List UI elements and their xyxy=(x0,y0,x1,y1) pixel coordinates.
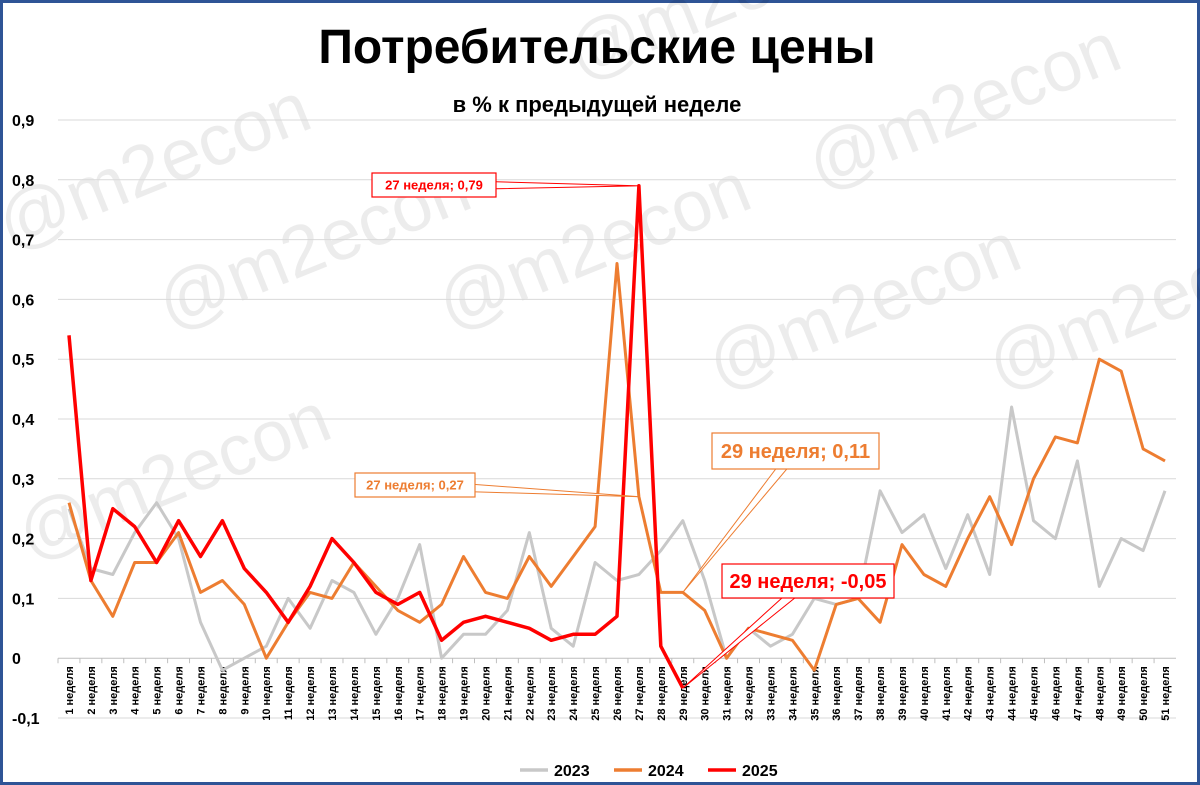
watermark-text: @m2econ xyxy=(6,377,341,575)
x-tick-label: 7 неделя xyxy=(195,666,207,714)
legend-label-2023: 2023 xyxy=(554,763,590,780)
legend-label-2024: 2024 xyxy=(648,763,684,780)
x-tick-label: 16 неделя xyxy=(393,666,405,721)
x-tick-label: 23 неделя xyxy=(546,666,558,721)
x-tick-label: 26 неделя xyxy=(612,666,624,721)
x-tick-label: 22 неделя xyxy=(524,666,536,721)
x-tick-label: 49 неделя xyxy=(1116,666,1128,721)
series-line-2023 xyxy=(67,405,1167,672)
watermark-layer: @m2econ@m2econ@m2econ@m2econ@m2econ@m2ec… xyxy=(0,0,1200,575)
annotation-layer: 27 неделя; 0,79 27 неделя; 0,27 29 неделя;… xyxy=(354,172,895,689)
x-tick-label: 34 неделя xyxy=(787,666,799,721)
x-tick-label: 47 неделя xyxy=(1072,666,1084,721)
grid-layer xyxy=(58,119,1176,719)
x-tick-label: 43 неделя xyxy=(985,666,997,721)
x-tick-label: 11 неделя xyxy=(283,666,295,720)
annotation-box xyxy=(371,172,497,198)
legend: 2023 2024 2025 xyxy=(520,763,778,780)
y-tick-label: 0,5 xyxy=(12,352,34,369)
y-tick-label: 0 xyxy=(12,651,21,668)
x-tick-label: 39 неделя xyxy=(897,666,909,721)
y-axis: -0,1 0 0,1 0,2 0,3 0,4 0,5 0,6 0,7 0,8 0,9 xyxy=(12,113,40,728)
y-tick-label: 0,6 xyxy=(12,292,34,309)
watermark-text: @m2econ xyxy=(696,207,1031,405)
x-tick-label: 4 неделя xyxy=(130,666,142,714)
x-tick-label: 19 неделя xyxy=(459,666,471,721)
x-tick-label: 17 неделя xyxy=(415,666,427,721)
x-tick-label: 5 неделя xyxy=(152,666,164,714)
annotation-box xyxy=(721,563,895,599)
x-tick-label: 48 неделя xyxy=(1094,666,1106,721)
annotation-label: 27 неделя; 0,79 xyxy=(385,178,483,193)
x-tick-label: 14 неделя xyxy=(349,666,361,721)
x-tick-label: 46 неделя xyxy=(1050,666,1062,721)
series-line-2025 xyxy=(67,184,685,689)
x-tick-label: 31 неделя xyxy=(722,666,734,721)
annotation-label: 27 неделя; 0,27 xyxy=(366,478,464,493)
y-tick-label: -0,1 xyxy=(12,711,40,728)
series-layer xyxy=(67,184,1167,689)
x-tick-label: 32 неделя xyxy=(744,666,756,721)
y-tick-label: 0,3 xyxy=(12,472,34,489)
x-tick-label: 21 неделя xyxy=(502,666,514,721)
y-tick-label: 0,7 xyxy=(12,233,34,250)
x-tick-label: 38 неделя xyxy=(875,666,887,721)
series-line-2024 xyxy=(67,262,1166,672)
y-tick-label: 0,8 xyxy=(12,173,34,190)
x-tick-label: 44 неделя xyxy=(1007,666,1019,721)
legend-label-2025: 2025 xyxy=(742,763,778,780)
x-tick-label: 35 неделя xyxy=(809,666,821,721)
x-tick-label: 2 неделя xyxy=(86,666,98,714)
annotation-box xyxy=(354,472,476,498)
x-tick-label: 37 неделя xyxy=(853,666,865,721)
watermark-text: @m2econ xyxy=(556,0,891,95)
x-tick-label: 30 неделя xyxy=(700,666,712,721)
x-tick-label: 18 неделя xyxy=(437,666,449,721)
x-tick-label: 40 неделя xyxy=(919,666,931,721)
x-tick-label: 42 неделя xyxy=(963,666,975,721)
watermark-text: @m2econ xyxy=(796,7,1131,205)
x-tick-label: 45 неделя xyxy=(1029,666,1041,721)
x-tick-label: 12 неделя xyxy=(305,666,317,721)
x-tick-label: 9 неделя xyxy=(239,666,251,714)
x-tick-label: 29 неделя xyxy=(678,666,690,721)
x-tick-label: 41 неделя xyxy=(941,666,953,721)
x-tick-label: 50 неделя xyxy=(1138,666,1150,721)
chart-title: Потребительские цены xyxy=(318,21,876,74)
x-tick-label: 15 неделя xyxy=(371,666,383,721)
x-axis: 1 неделя 2 неделя 3 неделя 4 неделя 5 неделя… xyxy=(57,658,1172,721)
x-tick-label: 27 неделя xyxy=(634,666,646,721)
annotation-label: 29 неделя; -0,05 xyxy=(729,571,886,593)
x-tick-label: 8 неделя xyxy=(217,666,229,714)
x-tick-label: 13 неделя xyxy=(327,666,339,721)
chart-subtitle: в % к предыдущей неделе xyxy=(452,92,742,117)
y-tick-label: 0,9 xyxy=(12,113,34,130)
x-tick-label: 28 неделя xyxy=(656,666,668,721)
x-tick-label: 36 неделя xyxy=(831,666,843,721)
y-tick-label: 0,2 xyxy=(12,532,34,549)
x-tick-label: 25 неделя xyxy=(590,666,602,721)
x-tick-label: 20 неделя xyxy=(480,666,492,721)
x-tick-label: 1 неделя xyxy=(64,666,76,714)
x-tick-label: 24 неделя xyxy=(568,666,580,721)
annotation-label: 29 неделя; 0,11 xyxy=(721,441,870,463)
x-tick-label: 33 неделя xyxy=(765,666,777,721)
x-tick-label: 3 неделя xyxy=(108,666,120,714)
y-tick-label: 0,4 xyxy=(12,412,34,429)
x-tick-label: 6 неделя xyxy=(174,666,186,714)
annotation-box xyxy=(711,432,880,470)
x-tick-label: 10 неделя xyxy=(261,666,273,721)
y-tick-label: 0,1 xyxy=(12,591,34,608)
x-tick-label: 51 неделя xyxy=(1160,666,1172,721)
